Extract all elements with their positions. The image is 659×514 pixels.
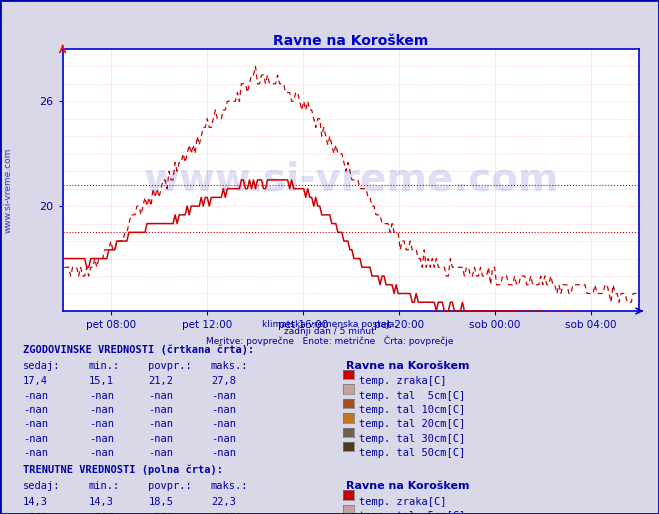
Text: 14,3: 14,3 xyxy=(89,497,114,506)
Text: -nan: -nan xyxy=(148,419,173,429)
Text: -nan: -nan xyxy=(23,511,48,514)
Text: temp. tal 30cm[C]: temp. tal 30cm[C] xyxy=(359,434,465,444)
Text: -nan: -nan xyxy=(89,434,114,444)
Text: TRENUTNE VREDNOSTI (polna črta):: TRENUTNE VREDNOSTI (polna črta): xyxy=(23,465,223,475)
Text: -nan: -nan xyxy=(148,391,173,400)
Text: -nan: -nan xyxy=(23,391,48,400)
Text: temp. tal 50cm[C]: temp. tal 50cm[C] xyxy=(359,448,465,458)
Text: -nan: -nan xyxy=(23,434,48,444)
Text: -nan: -nan xyxy=(211,391,236,400)
Text: povpr.:: povpr.: xyxy=(148,481,192,491)
Text: -nan: -nan xyxy=(211,434,236,444)
Text: -nan: -nan xyxy=(23,448,48,458)
Text: -nan: -nan xyxy=(89,391,114,400)
Text: Meritve: povprečne   Enote: metrične   Črta: povprečje: Meritve: povprečne Enote: metrične Črta:… xyxy=(206,336,453,346)
Text: temp. zraka[C]: temp. zraka[C] xyxy=(359,376,447,386)
Text: 22,3: 22,3 xyxy=(211,497,236,506)
Text: -nan: -nan xyxy=(211,448,236,458)
Text: klimatska vremenska postaja:: klimatska vremenska postaja: xyxy=(262,320,397,329)
Text: 17,4: 17,4 xyxy=(23,376,48,386)
Text: min.:: min.: xyxy=(89,361,120,371)
Text: sedaj:: sedaj: xyxy=(23,361,61,371)
Text: -nan: -nan xyxy=(89,405,114,415)
Text: www.si-vreme.com: www.si-vreme.com xyxy=(3,148,13,233)
Text: -nan: -nan xyxy=(148,448,173,458)
Text: -nan: -nan xyxy=(148,434,173,444)
Text: 14,3: 14,3 xyxy=(23,497,48,506)
Text: -nan: -nan xyxy=(211,511,236,514)
Text: temp. tal  5cm[C]: temp. tal 5cm[C] xyxy=(359,391,465,400)
Text: -nan: -nan xyxy=(89,448,114,458)
Text: 21,2: 21,2 xyxy=(148,376,173,386)
Text: -nan: -nan xyxy=(89,419,114,429)
Text: sedaj:: sedaj: xyxy=(23,481,61,491)
Text: -nan: -nan xyxy=(148,511,173,514)
Text: www.si-vreme.com: www.si-vreme.com xyxy=(143,161,559,199)
Text: -nan: -nan xyxy=(211,405,236,415)
Text: temp. tal  5cm[C]: temp. tal 5cm[C] xyxy=(359,511,465,514)
Text: min.:: min.: xyxy=(89,481,120,491)
Text: -nan: -nan xyxy=(89,511,114,514)
Text: povpr.:: povpr.: xyxy=(148,361,192,371)
Text: 18,5: 18,5 xyxy=(148,497,173,506)
Text: maks.:: maks.: xyxy=(211,361,248,371)
Text: temp. tal 20cm[C]: temp. tal 20cm[C] xyxy=(359,419,465,429)
Text: zadnji dan / 5 minut: zadnji dan / 5 minut xyxy=(284,327,375,337)
Text: ZGODOVINSKE VREDNOSTI (črtkana črta):: ZGODOVINSKE VREDNOSTI (črtkana črta): xyxy=(23,344,254,355)
Text: -nan: -nan xyxy=(148,405,173,415)
Text: temp. zraka[C]: temp. zraka[C] xyxy=(359,497,447,506)
Text: temp. tal 10cm[C]: temp. tal 10cm[C] xyxy=(359,405,465,415)
Text: -nan: -nan xyxy=(23,419,48,429)
Text: Ravne na Koroškem: Ravne na Koroškem xyxy=(346,481,469,491)
Text: 27,8: 27,8 xyxy=(211,376,236,386)
Text: 15,1: 15,1 xyxy=(89,376,114,386)
Text: -nan: -nan xyxy=(211,419,236,429)
Title: Ravne na Koroškem: Ravne na Koroškem xyxy=(273,33,428,48)
Text: Ravne na Koroškem: Ravne na Koroškem xyxy=(346,361,469,371)
Text: -nan: -nan xyxy=(23,405,48,415)
Text: maks.:: maks.: xyxy=(211,481,248,491)
